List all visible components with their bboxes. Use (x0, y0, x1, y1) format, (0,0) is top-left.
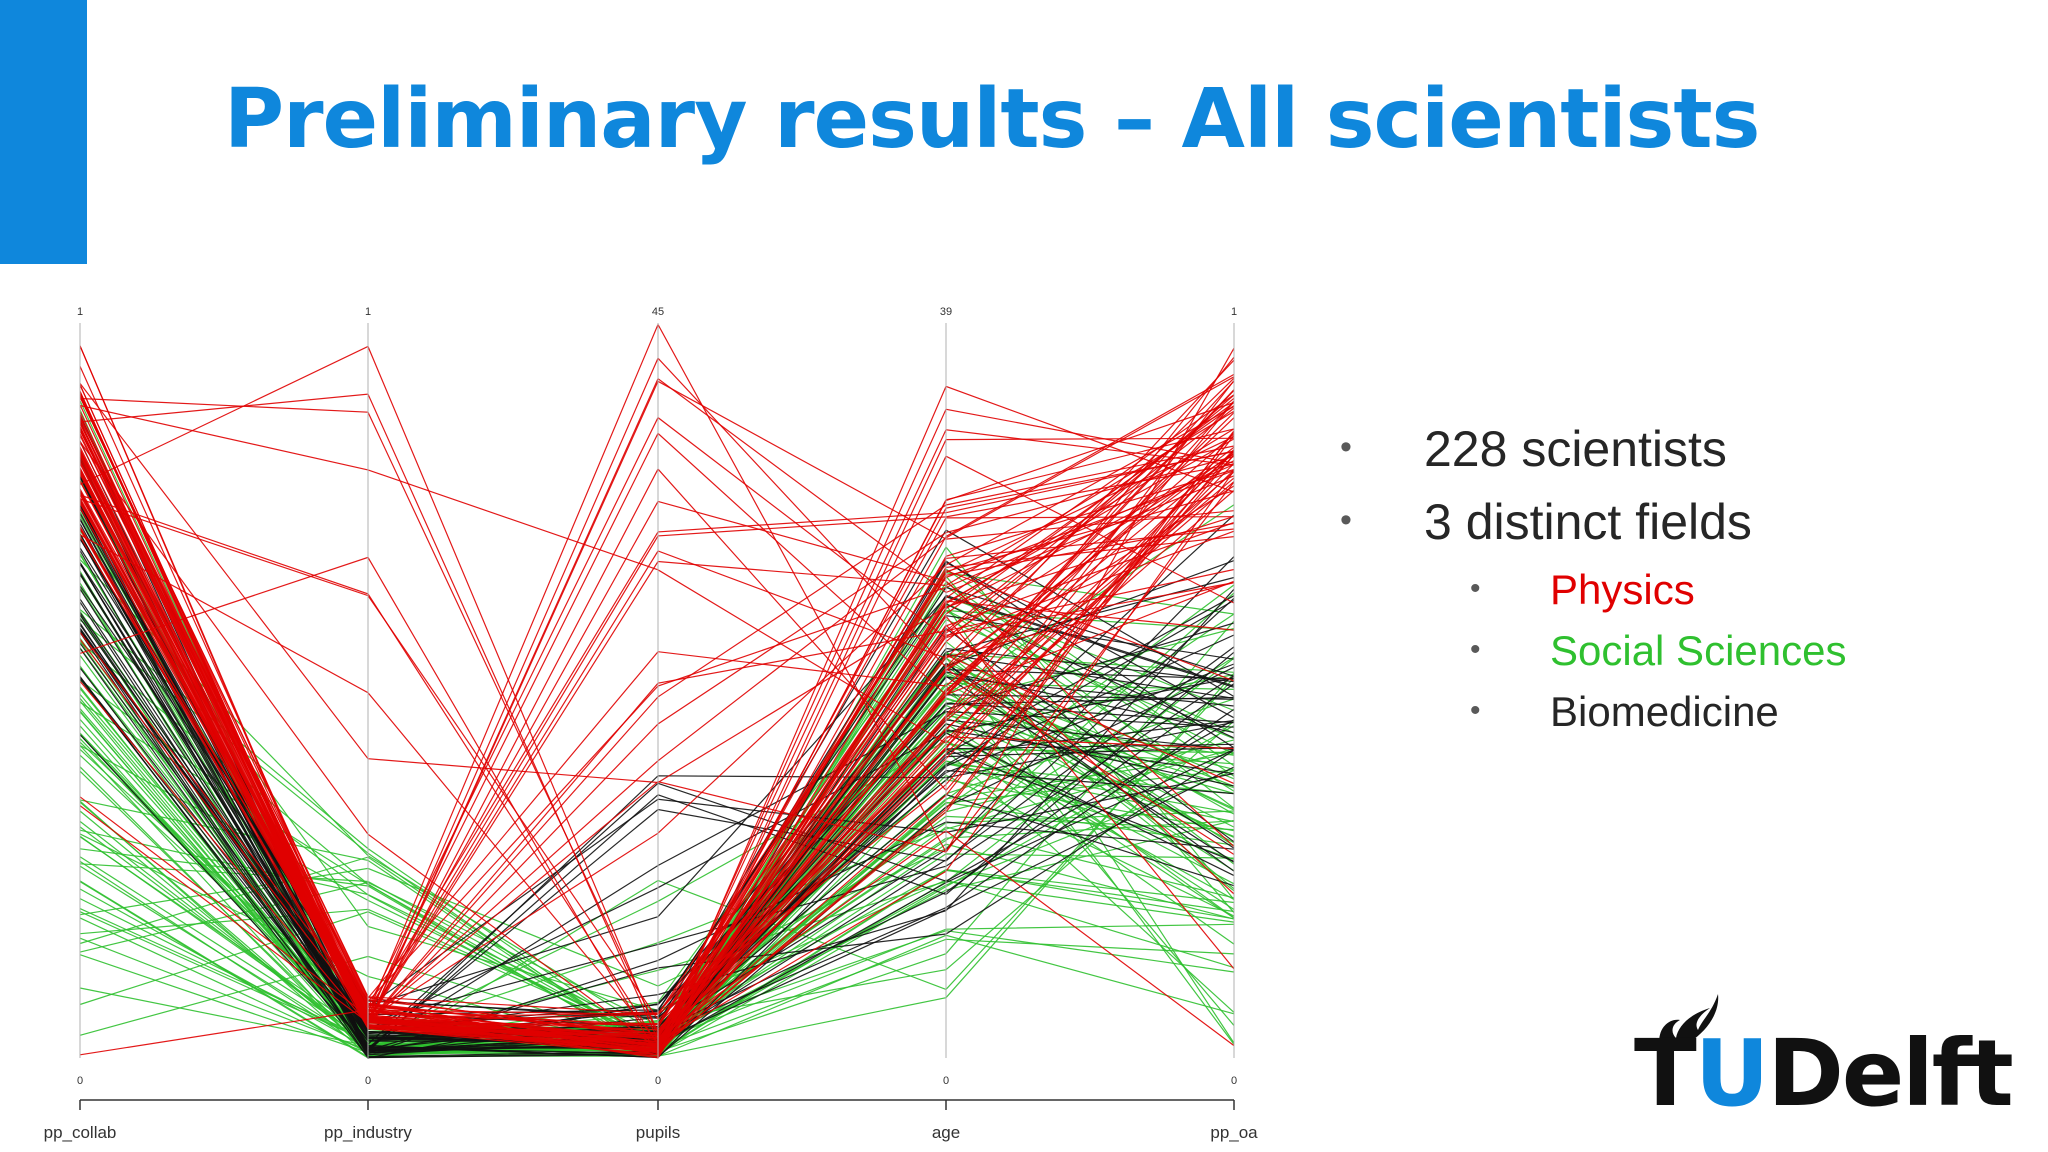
series-line (79, 400, 1235, 1031)
bullet-text: 228 scientists (1424, 421, 1727, 477)
axis-min-label: 0 (943, 1075, 949, 1087)
axis-min-label: 0 (1231, 1075, 1237, 1087)
tu-delft-logo: TUDelft (1630, 990, 2014, 1140)
bullet-item: • 228 scientists (1340, 420, 1980, 493)
title-accent-bar (0, 0, 87, 264)
axis-name-label: pp_industry (324, 1123, 412, 1142)
bullet-dot-icon: • (1340, 501, 1352, 539)
logo-text: TUDelft (1634, 1020, 2014, 1127)
axis-min-label: 0 (365, 1075, 371, 1087)
axis-max-label: 1 (1231, 306, 1237, 318)
bullet-list: • 228 scientists • 3 distinct fields • P… (1340, 420, 1980, 749)
axis-min-label: 0 (77, 1075, 83, 1087)
series-line (79, 390, 1235, 1050)
bullet-text: 3 distinct fields (1424, 494, 1752, 550)
axis-max-label: 45 (652, 306, 664, 318)
axis-max-label: 1 (77, 306, 83, 318)
flame-icon (1659, 994, 1719, 1049)
field-item-physics: • Physics (1340, 566, 1980, 627)
slide-title: Preliminary results – All scientists (224, 72, 1760, 167)
axis-min-label: 0 (655, 1075, 661, 1087)
field-item-social-sciences: • Social Sciences (1340, 627, 1980, 688)
data-lines (79, 323, 1235, 1059)
bullet-dot-icon: • (1470, 694, 1481, 727)
axis-name-label: pupils (636, 1123, 680, 1142)
field-label-physics: Physics (1550, 566, 1695, 613)
chart-axes: 1 0 pp_collab 1 0 pp_industry 45 0 pupils 39 0 age 1… (44, 306, 1259, 1142)
axis-max-label: 39 (940, 306, 952, 318)
bullet-item: • 3 distinct fields (1340, 493, 1980, 566)
axis-max-label: 1 (365, 306, 371, 318)
field-label-biomedicine: Biomedicine (1550, 688, 1779, 735)
series-line (79, 397, 1235, 1034)
bullet-dot-icon: • (1470, 572, 1481, 605)
bullet-dot-icon: • (1340, 428, 1352, 466)
axis-name-label: age (932, 1123, 960, 1142)
field-item-biomedicine: • Biomedicine (1340, 688, 1980, 749)
series-line (79, 628, 1235, 1056)
axis-name-label: pp_oa (1210, 1123, 1258, 1142)
field-label-social-sciences: Social Sciences (1550, 627, 1847, 674)
bullet-dot-icon: • (1470, 633, 1481, 666)
parallel-coordinates-chart: 1 0 pp_collab 1 0 pp_industry 45 0 pupils 39 0 age 1… (44, 306, 1259, 1142)
axis-name-label: pp_collab (44, 1123, 117, 1142)
